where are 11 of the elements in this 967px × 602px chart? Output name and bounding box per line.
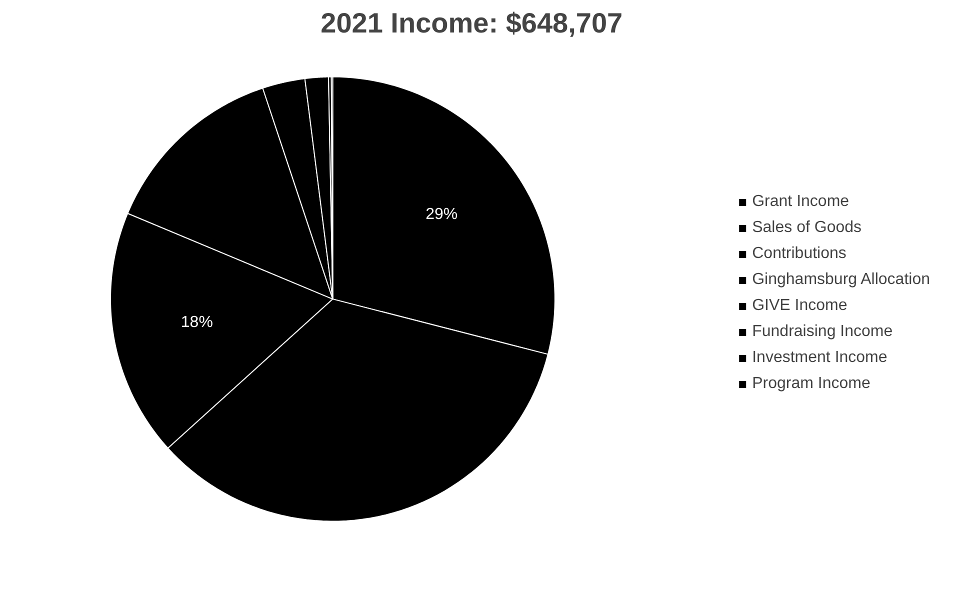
legend-label: Fundraising Income bbox=[752, 323, 893, 341]
data-label: 18% bbox=[180, 314, 213, 331]
legend-label: Contributions bbox=[752, 245, 846, 263]
legend-label: Program Income bbox=[752, 375, 870, 393]
legend-label: Grant Income bbox=[752, 193, 850, 211]
legend-label: Investment Income bbox=[752, 349, 888, 367]
legend-label: GIVE Income bbox=[752, 297, 848, 315]
legend-label: Sales of Goods bbox=[752, 219, 862, 237]
legend-label: Ginghamsburg Allocation bbox=[752, 271, 930, 289]
data-label: 29% bbox=[426, 206, 458, 224]
chart-title: 2021 Income: $648,707 bbox=[320, 8, 623, 38]
